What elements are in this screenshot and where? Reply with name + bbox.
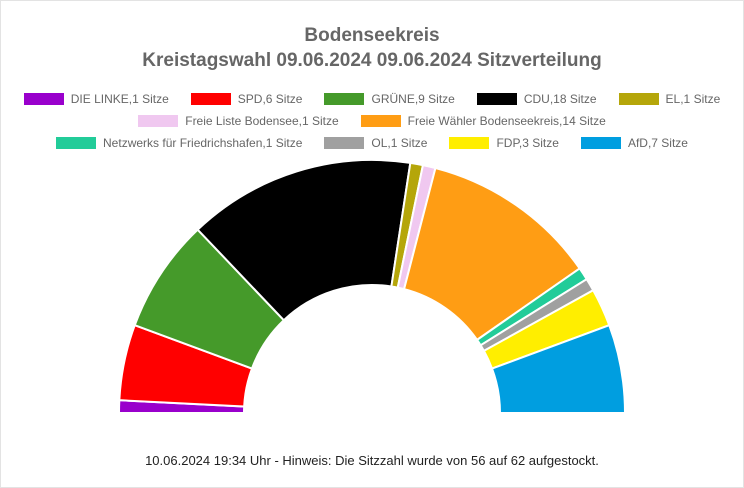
legend-item-spd[interactable]: SPD,6 Sitze [190, 92, 303, 106]
legend-item-el[interactable]: EL,1 Sitze [618, 92, 721, 106]
legend-item-freie-liste-bodensee[interactable]: Freie Liste Bodensee,1 Sitze [138, 114, 339, 128]
legend-label: GRÜNE,9 Sitze [371, 92, 455, 106]
legend-label: CDU,18 Sitze [523, 92, 597, 106]
legend-label: FDP,3 Sitze [496, 136, 559, 150]
legend-label: OL,1 Sitze [371, 136, 428, 150]
legend-row-3: Netzwerks für Friedrichshafen,1 Sitze OL… [0, 136, 744, 150]
legend-row-1: DIE LINKE,1 Sitze SPD,6 Sitze GRÜNE,9 Si… [0, 92, 744, 106]
seat-segment-cdu[interactable] [196, 159, 412, 322]
legend-swatch [324, 137, 365, 149]
legend-swatch [23, 93, 64, 105]
legend-swatch [324, 93, 365, 105]
legend-swatch [580, 137, 621, 149]
legend-label: Freie Liste Bodensee,1 Sitze [185, 114, 339, 128]
legend-item-netzwerks[interactable]: Netzwerks für Friedrichshafen,1 Sitze [56, 136, 302, 150]
legend-swatch [190, 93, 231, 105]
legend-item-fdp[interactable]: FDP,3 Sitze [449, 136, 559, 150]
legend-label: DIE LINKE,1 Sitze [70, 92, 169, 106]
legend-item-ol[interactable]: OL,1 Sitze [324, 136, 427, 150]
legend-swatch [360, 115, 401, 127]
seat-segment-afd[interactable] [490, 323, 627, 414]
legend-item-freie-waehler[interactable]: Freie Wähler Bodenseekreis,14 Sitze [360, 114, 606, 128]
legend-item-gruene[interactable]: GRÜNE,9 Sitze [324, 92, 455, 106]
legend-item-afd[interactable]: AfD,7 Sitze [580, 136, 688, 150]
legend-item-cdu[interactable]: CDU,18 Sitze [476, 92, 597, 106]
legend-swatch [449, 137, 490, 149]
chart-title: Bodenseekreis [304, 25, 440, 46]
chart-subtitle: Kreistagswahl 09.06.2024 09.06.2024 Sitz… [142, 50, 602, 71]
legend-swatch [138, 115, 179, 127]
legend-swatch [476, 93, 517, 105]
legend-item-die-linke[interactable]: DIE LINKE,1 Sitze [23, 92, 169, 106]
legend-swatch [618, 93, 659, 105]
chart-footnote: 10.06.2024 19:34 Uhr - Hinweis: Die Sitz… [145, 453, 599, 468]
legend-swatch [56, 137, 97, 149]
legend-label: Netzwerks für Friedrichshafen,1 Sitze [103, 136, 303, 150]
legend-row-2: Freie Liste Bodensee,1 Sitze Freie Wähle… [0, 114, 744, 128]
legend-label: Freie Wähler Bodenseekreis,14 Sitze [407, 114, 606, 128]
legend-label: EL,1 Sitze [665, 92, 721, 106]
legend-label: AfD,7 Sitze [627, 136, 688, 150]
legend-label: SPD,6 Sitze [237, 92, 303, 106]
